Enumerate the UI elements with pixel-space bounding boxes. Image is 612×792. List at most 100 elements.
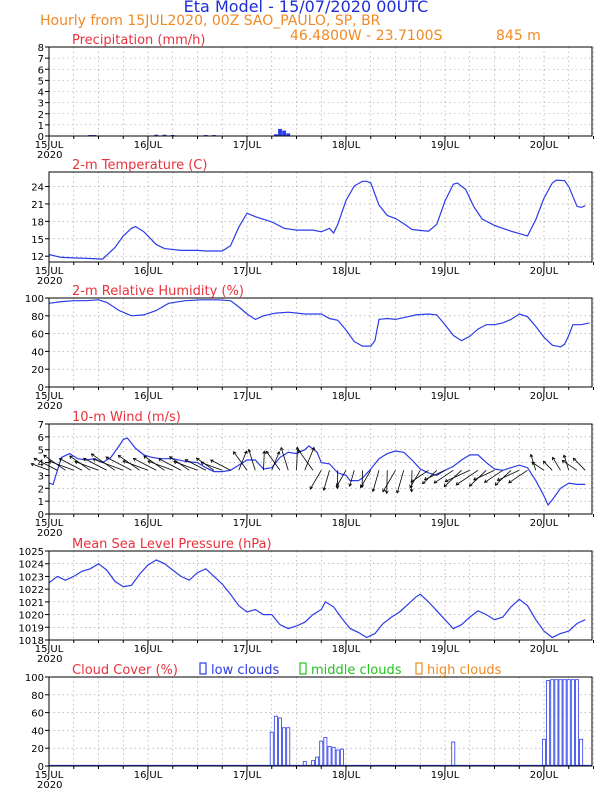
wind-arrowhead [143,455,147,459]
y-tick-label: 6 [38,65,44,76]
precip-bar [278,128,282,137]
y-tick-label: 0 [38,762,44,773]
cloud-bar [451,741,456,767]
x-day-label: 16JUL [134,770,163,781]
wind-arrowhead [409,488,414,493]
wind-arrowhead [233,451,237,455]
y-tick-label: 2 [38,484,44,495]
wind-vector [336,470,347,487]
x-day-label: 16JUL [134,266,163,277]
wind-arrowhead [496,477,501,481]
y-tick-label: 40 [31,347,44,358]
wind-arrowhead [30,462,35,467]
wind-vector [265,450,281,471]
x-day-label: 17JUL [233,266,262,277]
x-day-label: 17JUL [233,644,262,655]
x-day-label: 20JUL [530,770,559,781]
wind-vector [238,450,247,471]
wind-vector [424,469,446,481]
wind-vector [573,457,586,471]
cloud-bar [562,679,567,767]
wind-vector [74,461,99,471]
wind-arrowhead [184,459,189,463]
wind-vector [444,469,470,483]
wind-arrowhead [122,460,127,464]
wind-arrowhead [276,450,281,455]
cloud-bar [286,727,291,767]
x-day-label: 18JUL [332,266,361,277]
x-day-label: 20JUL [530,518,559,529]
wind-arrowhead [132,458,137,462]
y-tick-label: 1024 [19,560,44,571]
wind-arrowhead [382,488,386,493]
x-day-label: 20JUL [530,391,559,402]
cloud-bar [579,738,584,767]
mslp-series-line [48,559,586,639]
wind-vector [497,469,520,481]
y-tick-label: 1 [38,497,44,508]
plot-frame [48,676,593,767]
wind-vector [280,447,289,471]
cloud-bar [558,679,563,767]
x-day-label: 17JUL [233,518,262,529]
x-year-label: 2020 [37,401,62,412]
y-tick-label: 1025 [19,547,44,558]
wind-arrowhead [410,479,415,483]
y-tick-label: 7 [38,420,44,431]
x-year-label: 2020 [37,528,62,539]
temp-series-line [48,179,586,260]
wind-arrowhead [169,456,173,460]
wind-vector [248,449,256,471]
wind-arrowhead [173,460,177,465]
rh-series-line [48,299,590,348]
wind-arrowhead [82,457,87,462]
y-tick-label: 0 [38,510,44,521]
wind-vector [552,457,561,471]
panel-wind: 0 1 2 34 5 6 7 15JUL 16JUL 17JUL 18JUL 19JUL 20JUL 20… [30,410,594,539]
wind-arrowhead [335,483,340,487]
wind-vector [158,458,182,471]
cloud-bar [550,679,555,767]
wind-vector [31,463,50,471]
chart-main-title: Eta Model - 15/07/2020 00UTC [183,0,429,16]
wind-vector [349,470,355,487]
x-day-label: 15JUL [35,518,64,529]
station-coordinates: 46.4800W - 23.7100S [290,28,443,44]
cloud-bar [319,740,324,767]
wind-arrowhead [508,479,512,484]
wind-vector [271,451,280,471]
plot-area [49,298,592,387]
x-day-label: 15JUL [35,391,64,402]
cloud-bar [273,715,278,767]
wind-arrowhead [531,461,536,466]
panel-title-mslp: Mean Sea Level Pressure (hPa) [72,537,272,552]
wind-arrowhead [371,488,376,493]
wind-arrowhead [33,457,38,462]
y-tick-label: 6 [38,433,44,444]
x-day-label: 18JUL [332,644,361,655]
plot-area [49,424,592,514]
wind-vector [386,470,388,494]
wind-vector [434,469,454,484]
y-tick-label: 80 [31,312,44,323]
station-elevation: 845 m [496,28,541,44]
plot-area [49,172,592,262]
wind-vector [263,451,265,471]
wind-arrowhead [200,461,205,466]
y-tick-label: 1 [38,121,44,132]
wind-vector [396,470,405,494]
y-tick-label: 1018 [19,636,44,647]
wind-arrowhead [542,460,547,465]
cloud-bar [335,749,340,767]
wind-arrowhead [423,476,428,481]
wind-vector [508,469,528,484]
y-tick-label: 7 [38,54,44,65]
x-day-label: 19JUL [431,391,460,402]
wind-arrowhead [494,482,499,486]
wind-arrowhead [279,446,284,451]
x-day-label: 16JUL [134,644,163,655]
legend-label-high-clouds: high clouds [427,663,502,678]
panel-title-rh: 2-m Relative Humidity (%) [72,284,244,299]
plot-frame [48,297,593,388]
plot-frame [48,423,593,515]
